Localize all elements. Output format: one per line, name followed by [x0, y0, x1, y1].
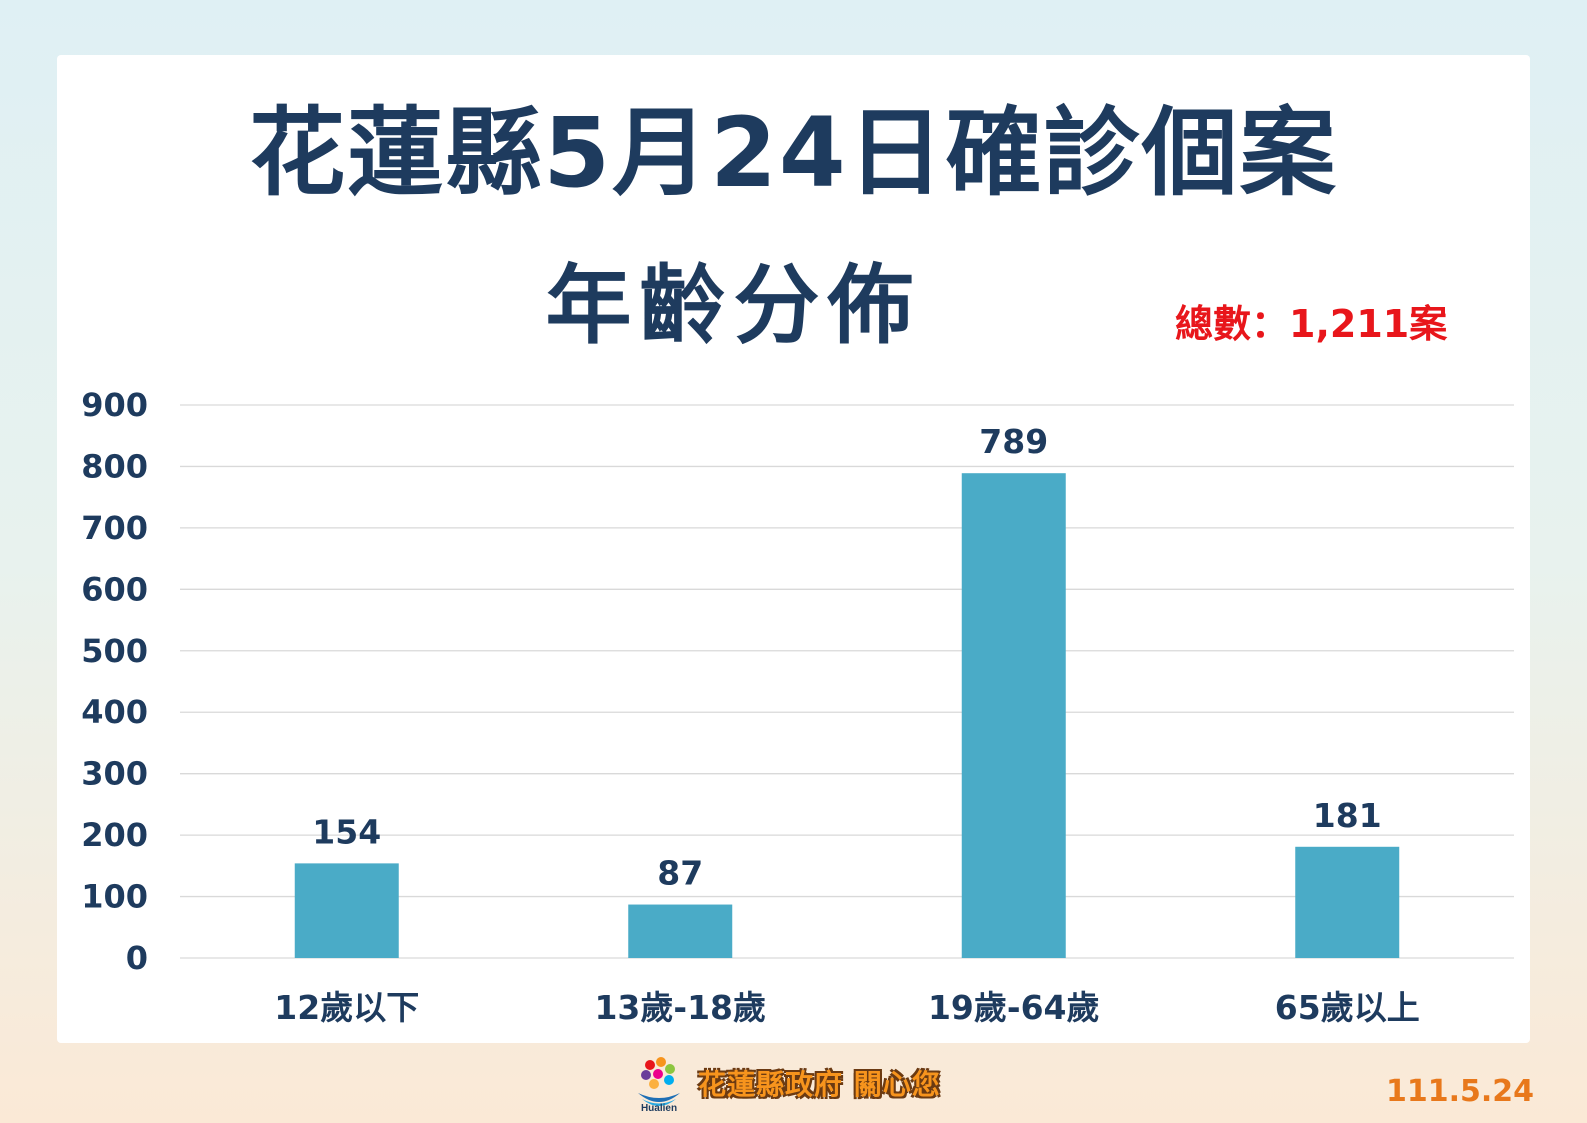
bar	[294, 863, 399, 958]
y-tick-label: 200	[81, 816, 148, 854]
y-tick-label: 100	[81, 878, 148, 916]
y-tick-label: 500	[81, 632, 148, 670]
data-label: 181	[1313, 796, 1382, 835]
data-label: 154	[312, 812, 381, 851]
data-label: 87	[657, 854, 703, 893]
bar	[1295, 846, 1400, 958]
bars: 154 87 789 181	[294, 422, 1400, 958]
x-category-label: 65歲以上	[1275, 988, 1420, 1027]
y-tick-label: 400	[81, 693, 148, 731]
logo-text: Hualien	[640, 1103, 678, 1114]
footer-date: 111.5.24	[1386, 1074, 1535, 1109]
gridlines	[180, 404, 1514, 959]
y-tick-label: 300	[81, 755, 148, 793]
y-tick-label: 700	[81, 509, 148, 547]
x-axis-categories: 12歲以下 13歲-18歲 19歲-64歲 65歲以上	[274, 988, 1419, 1027]
hualien-logo-icon	[638, 1057, 680, 1106]
y-axis-ticks: 0 100 200 300 400 500 600 700 800 900	[81, 386, 148, 977]
data-label: 789	[979, 422, 1048, 461]
footer-slogan: 花蓮縣政府 關心您	[698, 1068, 941, 1101]
y-tick-label: 600	[81, 570, 148, 608]
x-category-label: 13歲-18歲	[594, 988, 766, 1027]
y-tick-label: 800	[81, 447, 148, 485]
x-category-label: 12歲以下	[274, 988, 419, 1027]
y-tick-label: 0	[126, 939, 148, 977]
chart-title-line1: 花蓮縣5月24日確診個案	[249, 97, 1338, 209]
total-cases-label: 總數：1,211案	[1175, 302, 1448, 346]
bar	[961, 473, 1066, 958]
y-tick-label: 900	[81, 386, 148, 424]
x-category-label: 19歲-64歲	[928, 988, 1100, 1027]
bar	[628, 904, 733, 958]
chart-title-line2: 年齡分佈	[545, 256, 922, 356]
